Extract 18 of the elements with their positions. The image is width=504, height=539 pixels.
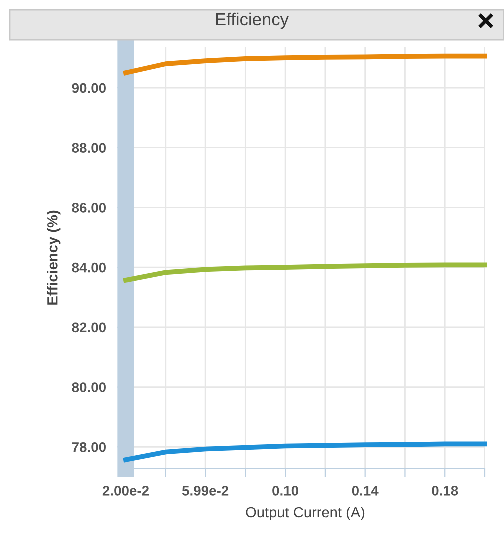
y-axis-title: Efficiency (%)	[47, 210, 61, 305]
line-series	[124, 262, 488, 283]
y-tick-label: 78.00	[72, 442, 106, 452]
y-tick-label: 90.00	[72, 83, 106, 94]
x-tick-label: 0.18	[432, 486, 458, 496]
y-tick-label: 80.00	[72, 382, 106, 392]
y-tick-label: 86.00	[72, 203, 106, 213]
x-tick-label: 5.99e-2	[182, 486, 229, 496]
x-tick-label: 2.00e-2	[102, 486, 149, 496]
chart-title: Efficiency	[216, 12, 289, 30]
y-tick-label: 82.00	[72, 322, 106, 333]
y-tick-label: 84.00	[72, 262, 106, 273]
y-tick-label: 88.00	[72, 143, 106, 154]
x-axis-title: Output Current (A)	[246, 506, 365, 521]
x-tick-label: 0.14	[352, 486, 379, 496]
line-series	[124, 442, 488, 462]
x-tick-label: 0.10	[272, 486, 299, 496]
line-series	[124, 54, 488, 76]
